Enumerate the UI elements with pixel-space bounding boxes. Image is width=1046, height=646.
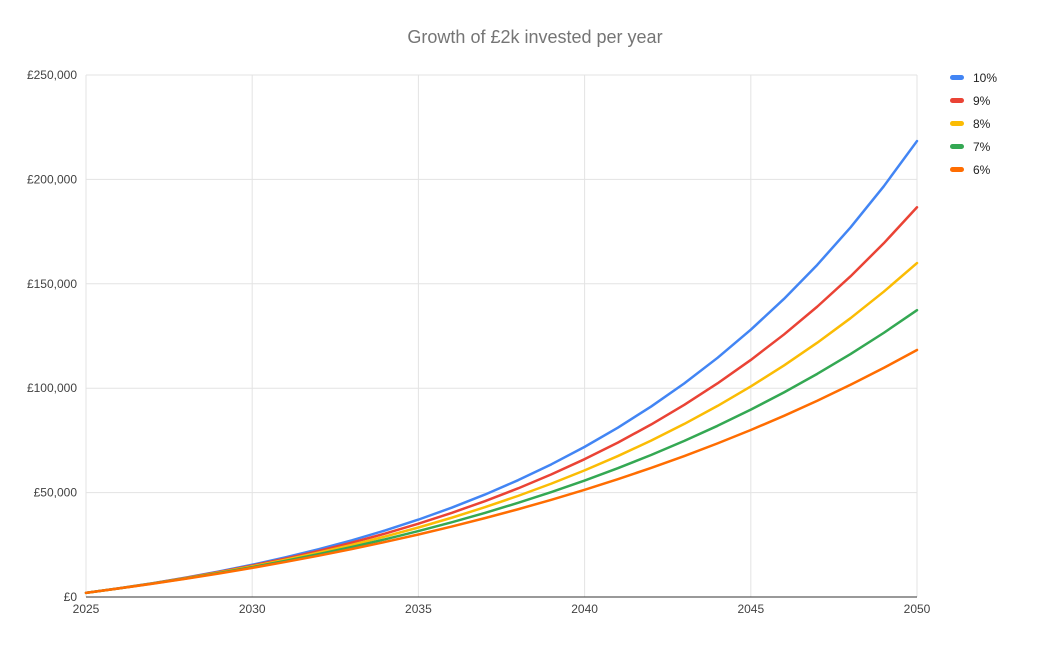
x-tick-label: 2030 [239,602,266,616]
legend-swatch-10pct [950,75,964,80]
legend-label-6pct: 6% [973,162,991,177]
legend-label-8pct: 8% [973,116,991,131]
y-tick-label: £100,000 [27,381,77,395]
series-line-8% [84,261,919,595]
legend-item-7pct: 7% [950,135,997,158]
legend-item-10pct: 10% [950,66,997,89]
legend-swatch-8pct [950,121,964,126]
y-tick-label: £0 [64,590,78,604]
y-tick-label: £50,000 [34,486,78,500]
legend-label-9pct: 9% [973,93,991,108]
x-tick-label: 2045 [737,602,764,616]
y-tick-label: £150,000 [27,277,77,291]
y-tick-label: £200,000 [27,172,77,186]
legend-swatch-9pct [950,98,964,103]
legend-swatch-6pct [950,167,964,172]
x-tick-label: 2035 [405,602,432,616]
chart-title: Growth of £2k invested per year [407,27,663,47]
legend-label-10pct: 10% [973,70,998,85]
legend-label-7pct: 7% [973,139,991,154]
series-line-7% [84,308,919,595]
series-line-10% [84,139,919,595]
legend-item-9pct: 9% [950,89,997,112]
legend-item-6pct: 6% [950,158,997,181]
x-tick-label: 2040 [571,602,598,616]
series-line-6% [84,348,919,595]
series-line-9% [84,206,919,595]
legend-item-8pct: 8% [950,112,997,135]
x-tick-label: 2050 [904,602,931,616]
x-tick-label: 2025 [73,602,100,616]
y-tick-label: £250,000 [27,68,77,82]
legend: 10% 9% 8% 7% 6% [950,66,997,181]
legend-swatch-7pct [950,144,964,149]
